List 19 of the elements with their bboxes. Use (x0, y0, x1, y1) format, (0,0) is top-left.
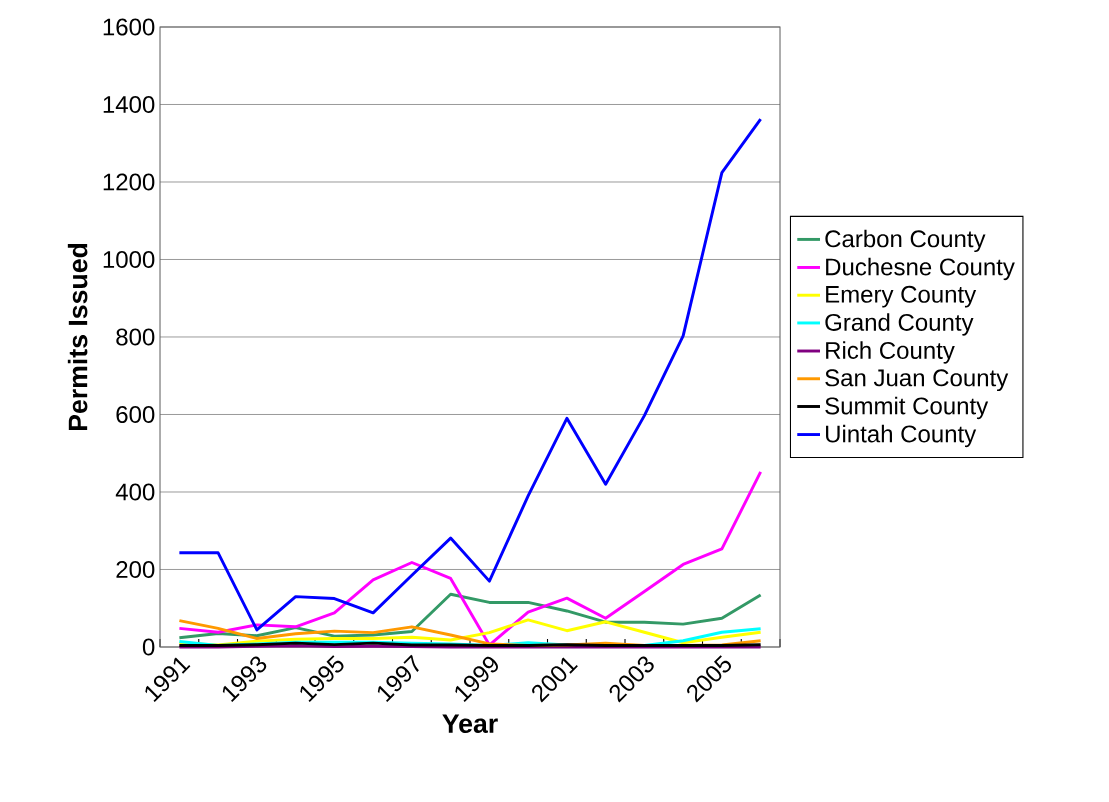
legend-label: Carbon County (825, 229, 986, 253)
x-axis-title: Year (442, 714, 498, 734)
y-tick-label: 1400 (103, 95, 155, 113)
legend-label: Rich County (826, 341, 955, 364)
legend-label: Grand County (825, 313, 974, 336)
y-axis-title: Permits Issued (67, 243, 88, 431)
legend-label: Summit County (825, 396, 989, 420)
legend-label: Uintah County (826, 424, 977, 448)
legend-label: San Juan County (825, 369, 1009, 392)
legend-label: Duchesne County (826, 257, 1015, 281)
y-tick-label: 1000 (103, 250, 155, 268)
y-tick-label: 1600 (103, 18, 155, 36)
legend-label: Emery County (826, 285, 977, 308)
y-tick-label: 200 (116, 560, 155, 578)
y-tick-label: 0 (142, 638, 155, 656)
y-tick-label: 400 (115, 483, 155, 501)
y-tick-label: 1200 (103, 173, 155, 191)
y-tick-label: 800 (116, 328, 155, 346)
y-tick-label: 600 (116, 405, 155, 423)
